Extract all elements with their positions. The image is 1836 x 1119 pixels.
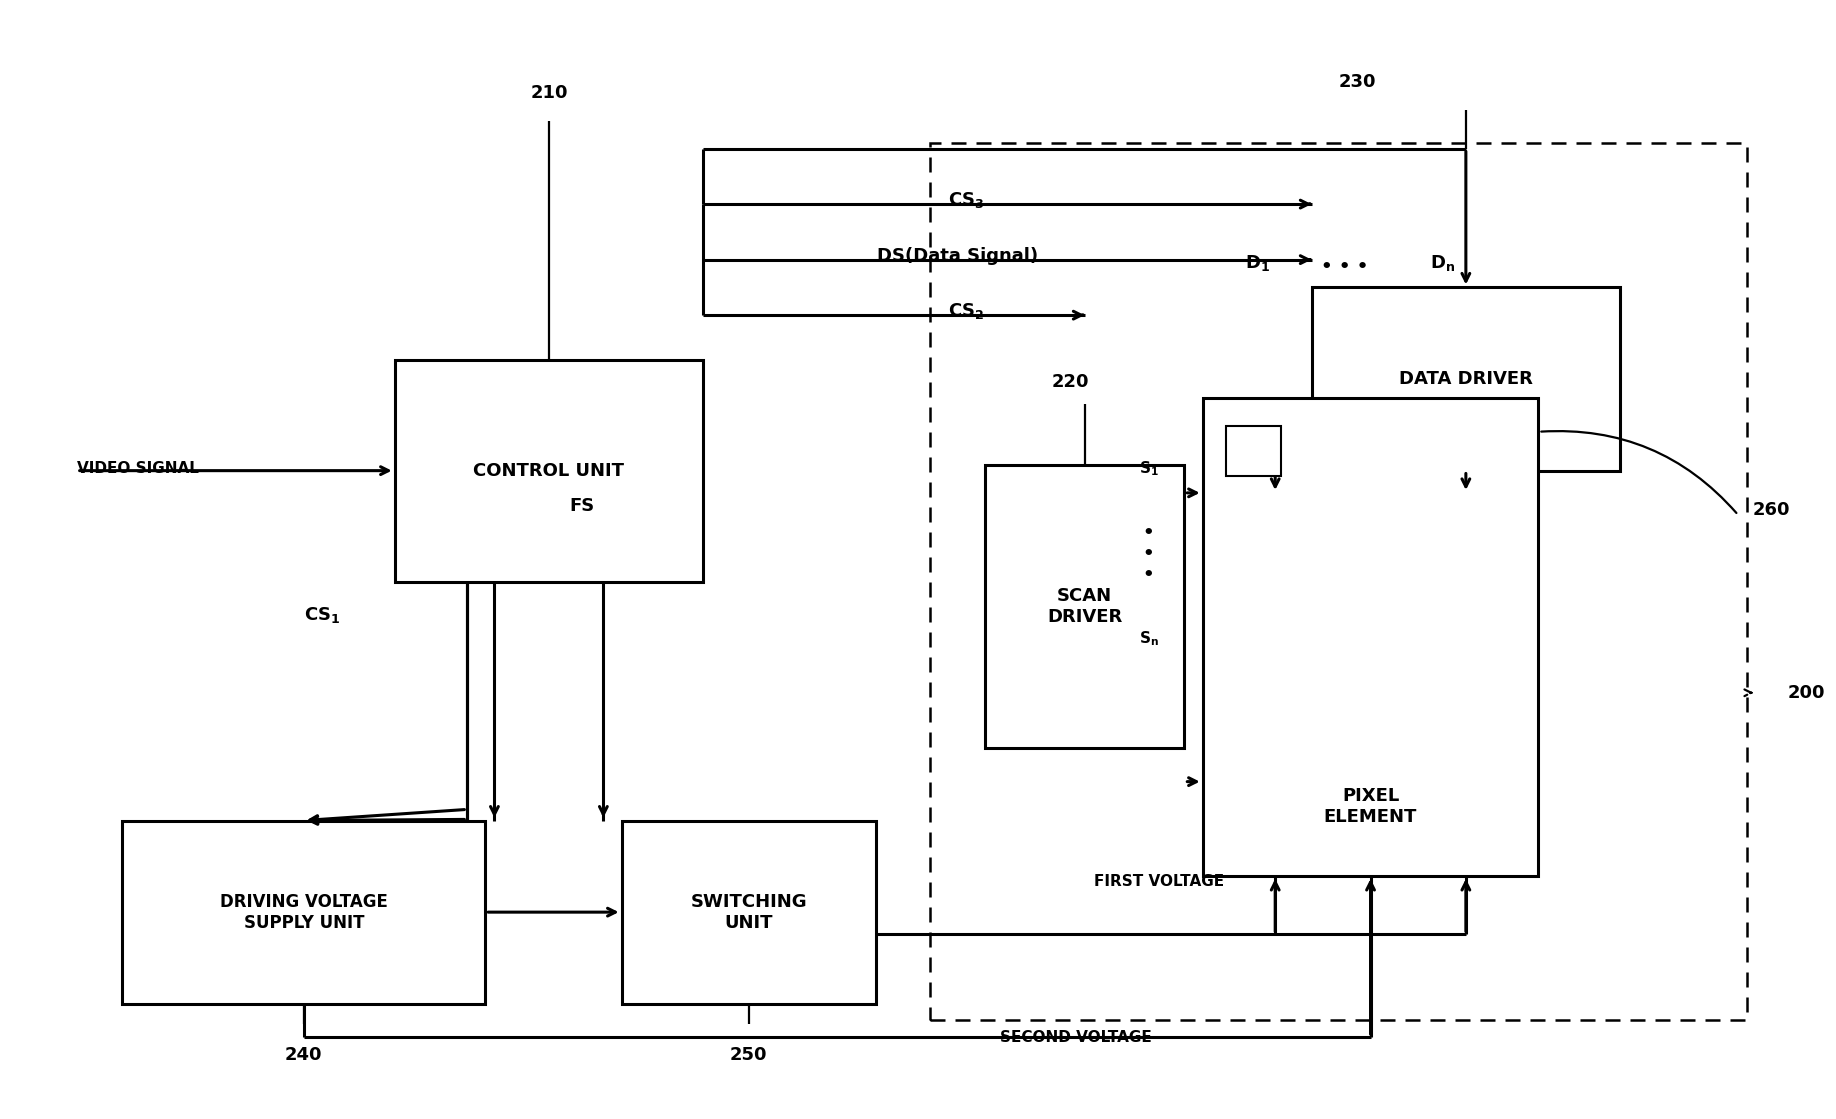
- Bar: [1203, 398, 1539, 876]
- Text: DATA DRIVER: DATA DRIVER: [1399, 370, 1533, 388]
- Bar: [395, 359, 703, 582]
- Bar: [1311, 288, 1619, 471]
- Text: $\mathdefault{S_1}$: $\mathdefault{S_1}$: [1138, 460, 1159, 479]
- Text: FS: FS: [569, 497, 595, 515]
- Text: 200: 200: [1786, 684, 1825, 702]
- Text: SWITCHING
UNIT: SWITCHING UNIT: [690, 893, 808, 931]
- Text: CONTROL UNIT: CONTROL UNIT: [474, 462, 624, 480]
- Text: $\mathdefault{D_n}$: $\mathdefault{D_n}$: [1430, 253, 1454, 273]
- Text: PIXEL
ELEMENT: PIXEL ELEMENT: [1324, 788, 1417, 826]
- Text: VIDEO SIGNAL: VIDEO SIGNAL: [77, 461, 198, 476]
- Text: 250: 250: [731, 1046, 767, 1064]
- Text: DS(Data Signal): DS(Data Signal): [878, 247, 1037, 265]
- Text: $\mathdefault{CS_2}$: $\mathdefault{CS_2}$: [949, 301, 984, 321]
- Text: 220: 220: [1052, 373, 1089, 391]
- Bar: [123, 820, 485, 1004]
- Text: $\mathdefault{CS_3}$: $\mathdefault{CS_3}$: [949, 189, 984, 209]
- Text: $\mathdefault{D_1}$: $\mathdefault{D_1}$: [1245, 253, 1269, 273]
- Bar: [984, 466, 1184, 749]
- Bar: [622, 820, 876, 1004]
- Text: $\mathdefault{S_n}$: $\mathdefault{S_n}$: [1138, 630, 1159, 648]
- Bar: [1226, 426, 1282, 477]
- Text: FIRST VOLTAGE: FIRST VOLTAGE: [1094, 874, 1225, 890]
- Text: DRIVING VOLTAGE
SUPPLY UNIT: DRIVING VOLTAGE SUPPLY UNIT: [220, 893, 387, 931]
- Text: •
•
•: • • •: [1142, 524, 1153, 584]
- Text: 240: 240: [285, 1046, 323, 1064]
- Text: 260: 260: [1753, 500, 1790, 518]
- Bar: [931, 143, 1748, 1021]
- Text: SCAN
DRIVER: SCAN DRIVER: [1047, 587, 1122, 627]
- Text: 230: 230: [1338, 73, 1375, 91]
- Text: • • •: • • •: [1320, 258, 1368, 276]
- Text: SECOND VOLTAGE: SECOND VOLTAGE: [999, 1029, 1151, 1045]
- Text: $\mathdefault{CS_1}$: $\mathdefault{CS_1}$: [305, 605, 340, 626]
- Text: 210: 210: [531, 84, 567, 102]
